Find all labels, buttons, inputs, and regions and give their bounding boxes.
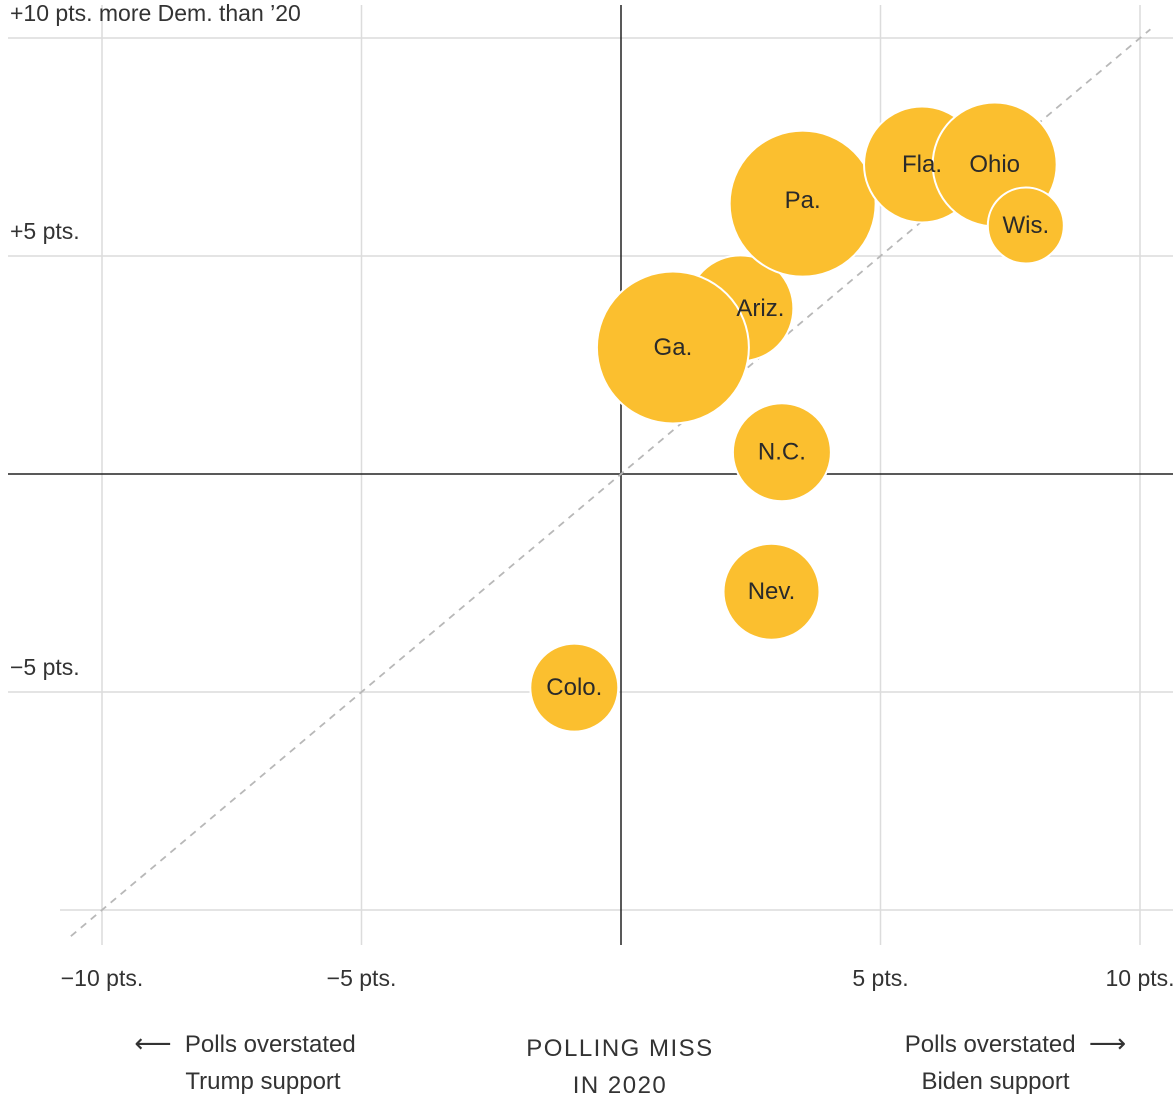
- left-annotation-text1: Polls overstated: [184, 1031, 356, 1058]
- bubble-circle: [529, 642, 620, 733]
- y-tick-label: +5 pts.: [10, 218, 80, 244]
- bubble-label: Fla.: [902, 151, 942, 178]
- left-annotation-line1: ⟵ Polls overstated: [100, 1026, 390, 1063]
- bubble-label: Colo.: [546, 674, 602, 701]
- bubble-label: Nev.: [748, 578, 796, 605]
- right-annotation-line2: Biden support: [921, 1068, 1070, 1095]
- bubble-circle: [722, 542, 821, 641]
- x-tick-label: −5 pts.: [327, 965, 397, 991]
- bubble-pa: [728, 129, 877, 278]
- bubble-label: Ariz.: [736, 295, 784, 322]
- x-axis-title-line2: IN 2020: [572, 1072, 668, 1099]
- x-tick-label: −10 pts.: [61, 965, 143, 991]
- bubble-nc: [731, 402, 832, 503]
- bubble-label: Ga.: [654, 334, 693, 361]
- y-tick-label: +10 pts. more Dem. than ’20: [10, 0, 301, 26]
- left-arrow-icon: ⟵: [134, 1029, 172, 1059]
- bubble-wis: [986, 186, 1065, 265]
- left-annotation-line2: Trump support: [185, 1068, 341, 1095]
- x-tick-label: 10 pts.: [1105, 965, 1173, 991]
- bubble-circle: [728, 129, 877, 278]
- bubble-label: Ohio: [969, 151, 1020, 178]
- bubble-label: Wis.: [1002, 212, 1049, 239]
- bubble-ga: [595, 270, 750, 425]
- bubble-circle: [731, 402, 832, 503]
- bubble-nev: [722, 542, 821, 641]
- bubble-label: Pa.: [785, 187, 821, 214]
- x-axis-title-line1: POLLING MISS: [526, 1035, 714, 1062]
- y-tick-label: −5 pts.: [10, 654, 80, 680]
- x-axis-title: POLLING MISS IN 2020: [470, 1030, 770, 1104]
- left-annotation: ⟵ Polls overstated Trump support: [100, 1026, 390, 1100]
- state-bubbles: Ariz. Ga. Pa. Fla. Ohio Wis. N.C. Nev. Colo.: [529, 101, 1065, 733]
- right-arrow-icon: ⟶: [1088, 1029, 1127, 1059]
- bubble-label: N.C.: [758, 439, 806, 466]
- tick-labels: −10 pts. −5 pts. 5 pts. 10 pts. +10 pts. mor…: [10, 0, 1173, 991]
- right-annotation-text1: Polls overstated: [904, 1031, 1076, 1058]
- right-annotation-line1: Polls overstated ⟶: [868, 1026, 1163, 1063]
- bubble-circle: [595, 270, 750, 425]
- x-tick-label: 5 pts.: [852, 965, 908, 991]
- bubble-circle: [986, 186, 1065, 265]
- right-annotation: Polls overstated ⟶ Biden support: [868, 1026, 1163, 1100]
- bubble-colo: [529, 642, 620, 733]
